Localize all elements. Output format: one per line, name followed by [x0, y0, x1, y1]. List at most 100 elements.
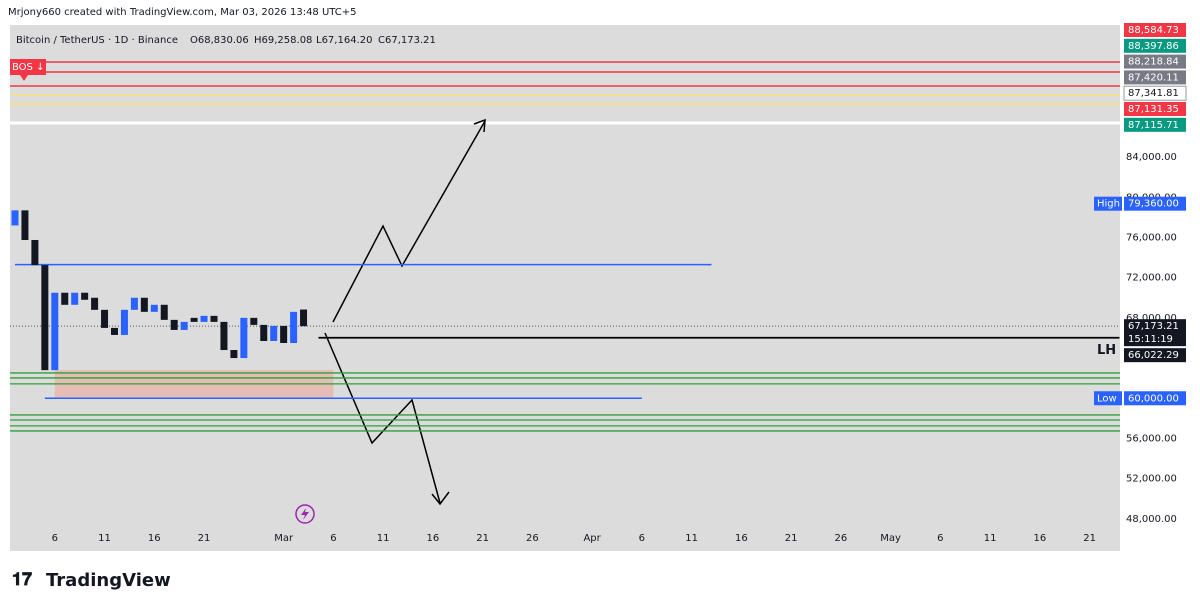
candle-body [61, 292, 69, 305]
projection [324, 118, 486, 506]
last-price: 67,173.21 [1128, 321, 1179, 332]
x-tick-label: 21 [198, 533, 211, 544]
high-tag-bg [1124, 196, 1186, 211]
x-tick-label: 16 [1033, 533, 1046, 544]
low-name: Low [1097, 393, 1117, 404]
candle-body [11, 210, 19, 226]
plot-bg [10, 25, 1120, 551]
price-tag-bg [1124, 102, 1186, 116]
candle-body [130, 297, 138, 310]
candle-body [200, 315, 208, 322]
bos-pointer [20, 75, 28, 81]
candle-body [250, 317, 258, 325]
price-tag: 88,218.84 [1128, 57, 1179, 68]
x-tick-label: 16 [735, 533, 748, 544]
candle-body [140, 297, 148, 312]
candle-body [210, 315, 218, 322]
drawing-lines [10, 61, 1120, 125]
candle-body [230, 350, 238, 359]
price-tag: 87,341.81 [1128, 88, 1179, 99]
candle-body [260, 324, 268, 341]
lh-label: LH [1097, 343, 1116, 358]
arrow-head [473, 118, 486, 133]
price-tag-bg [1124, 70, 1186, 85]
high-tag: 79,360.00 [1128, 199, 1179, 210]
ohlc-value: L67,164.20 [316, 35, 372, 46]
y-tick-label: 52,000.00 [1126, 474, 1177, 485]
candle-body [240, 317, 248, 359]
lh-tag: 66,022.29 [1128, 350, 1179, 361]
projection-up [332, 120, 486, 323]
credit: Mrjony660 created with TradingView.com, … [8, 7, 357, 18]
bos-label: BOS ↓ [12, 62, 44, 73]
candle-body [41, 265, 49, 371]
candle-body [270, 325, 278, 341]
candle-body [150, 304, 158, 312]
candle-body [91, 297, 99, 310]
x-tick-label: Apr [583, 533, 601, 544]
x-tick-label: May [880, 533, 901, 544]
x-tick-label: 11 [984, 533, 997, 544]
high-name-bg [1094, 196, 1122, 211]
y-tick-label: 76,000.00 [1126, 232, 1177, 243]
ohlc-value: C67,173.21 [378, 35, 436, 46]
price-tag: 88,584.73 [1128, 25, 1179, 36]
x-tick-label: 6 [52, 533, 58, 544]
x-tick-label: 11 [377, 533, 390, 544]
ohlc-value: O68,830.06 [190, 35, 249, 46]
event-icon[interactable] [295, 504, 315, 524]
candle-body [21, 210, 29, 240]
price-tag-bg [1124, 23, 1186, 37]
last-bg [1124, 319, 1186, 347]
bos-bg [10, 59, 46, 75]
x-tick-label: 11 [98, 533, 111, 544]
x-tick-label: 21 [1083, 533, 1096, 544]
candle-body [31, 239, 39, 266]
price-tag-bg [1123, 85, 1187, 101]
low-name-bg [1094, 391, 1122, 406]
x-tick-label: 6 [639, 533, 645, 544]
candle-body [170, 319, 178, 330]
x-tick-label: 26 [834, 533, 847, 544]
x-tick-label: 6 [330, 533, 336, 544]
price-tag-bg [1124, 38, 1186, 53]
price-tag-bg [1124, 54, 1186, 69]
candle-body [180, 321, 188, 330]
price-tag-bg [1124, 117, 1186, 132]
x-tick-label: 16 [148, 533, 161, 544]
y-tick-label: 72,000.00 [1126, 273, 1177, 284]
x-tick-label: 11 [685, 533, 698, 544]
projection-down [324, 332, 441, 504]
candle-body [81, 292, 89, 300]
candle-body [71, 292, 79, 305]
high-name: High [1097, 199, 1120, 210]
low-tag: 60,000.00 [1128, 393, 1179, 404]
x-tick-label: 21 [785, 533, 798, 544]
x-tick-label: 26 [526, 533, 539, 544]
price-tag: 87,131.35 [1128, 104, 1179, 115]
symbol-title: Bitcoin / TetherUS · 1D · Binance [16, 35, 178, 46]
candle-body [111, 327, 118, 335]
y-tick-label: 56,000.00 [1126, 433, 1177, 444]
arrow-head [431, 491, 450, 506]
candle-body [280, 325, 288, 343]
price-tag: 87,115.71 [1128, 120, 1179, 131]
lh-tag-bg [1124, 348, 1186, 363]
candle-body [160, 304, 168, 320]
candle-body [290, 311, 298, 343]
y-tick-label: 84,000.00 [1126, 152, 1177, 163]
event-icon-bolt [301, 508, 309, 520]
x-tick-label: Mar [274, 533, 294, 544]
y-tick-label: 68,000.00 [1126, 313, 1177, 324]
candle-body [51, 292, 59, 371]
x-tick-label: 6 [937, 533, 943, 544]
y-tick-label: 48,000.00 [1126, 514, 1177, 525]
candle-body [120, 309, 128, 335]
x-tick-label: 16 [427, 533, 440, 544]
ohlc-value: H69,258.08 [254, 35, 312, 46]
price-tag: 87,420.11 [1128, 72, 1179, 83]
candle-body [101, 309, 109, 328]
candle-body [220, 321, 228, 351]
low-tag-bg [1124, 391, 1186, 406]
